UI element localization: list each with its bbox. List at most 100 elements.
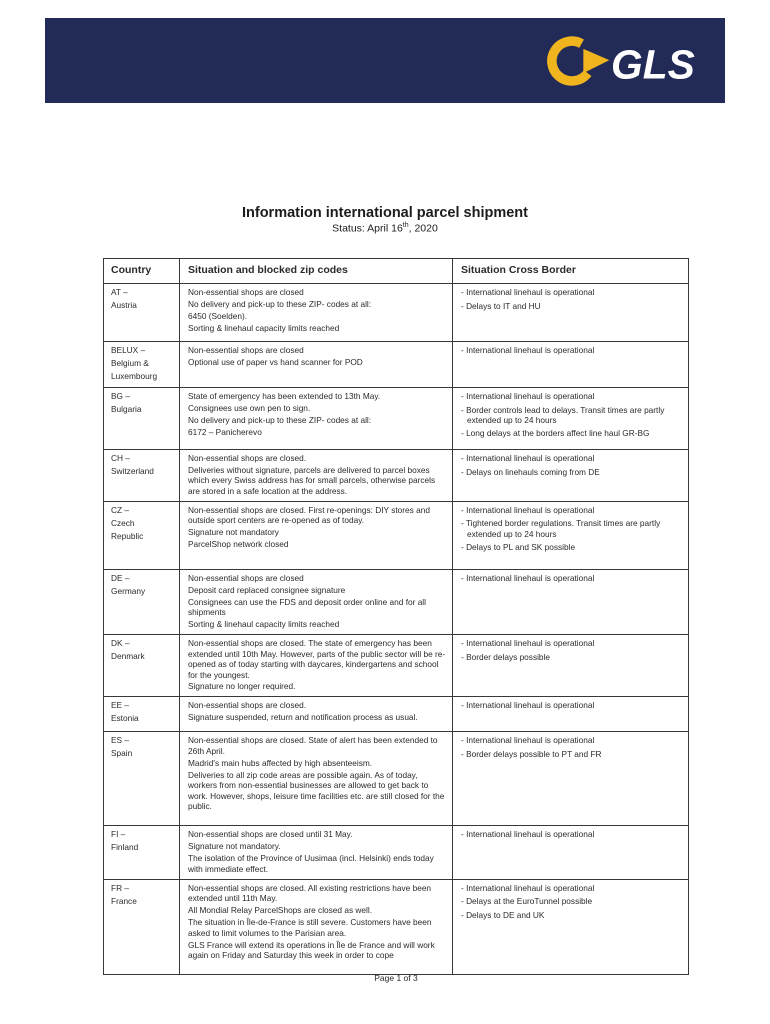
table-row: DE – Germany Non-essential shops are close… bbox=[104, 568, 688, 635]
cell-line: Madrid's main hubs affected by high abse… bbox=[188, 757, 373, 768]
cell-line: The situation in Île-de-France is still … bbox=[188, 917, 432, 938]
cell-line: Czech bbox=[111, 517, 135, 528]
cell-line: Non-essential shops are closed bbox=[188, 345, 304, 356]
table-row: AT – Austria Non-essential shops are close… bbox=[104, 283, 688, 342]
cell-line: 6172 – Panicherevo bbox=[188, 426, 262, 437]
cell-line: - Border controls lead to delays. Transi… bbox=[461, 404, 665, 425]
cell-line: BELUX – bbox=[111, 345, 146, 356]
cell-line: - Border delays possible bbox=[461, 651, 551, 662]
page-title: Information international parcel shipmen… bbox=[241, 205, 528, 221]
cell-line: Republic bbox=[111, 530, 144, 541]
cell-line: 6450 (Soelden). bbox=[188, 311, 248, 322]
cell-line: DK – bbox=[111, 638, 130, 649]
status-line: Status: April 16th, 2020 bbox=[0, 222, 770, 235]
cell-line: BG – bbox=[111, 391, 130, 402]
cell-line: Consignees can use the FDS and deposit o… bbox=[188, 596, 426, 618]
cross-border-cell: - International linehaul is operational bbox=[453, 826, 688, 878]
cell-line: - Delays to DE and UK bbox=[461, 909, 545, 920]
cell-line: Finland bbox=[111, 842, 139, 853]
table-row: EE – Estonia Non-essential shops are close… bbox=[104, 696, 688, 732]
cell-line: CH – bbox=[111, 453, 130, 464]
cross-border-cell: - International linehaul is operational -… bbox=[453, 635, 688, 696]
cross-border-cell: - International linehaul is operational bbox=[453, 697, 688, 731]
country-cell: EE – Estonia bbox=[104, 697, 179, 731]
situation-cell: Non-essential shops are closed No deliver… bbox=[179, 284, 453, 342]
gls-logo: GLS bbox=[540, 35, 705, 87]
status-superscript: th bbox=[402, 222, 409, 229]
cross-border-cell: - International linehaul is operational bbox=[453, 570, 688, 634]
cell-line: Non-essential shops are closed. bbox=[188, 453, 307, 464]
table-row: DK – Denmark Non-essential shops are close… bbox=[104, 634, 688, 697]
cell-line: Deposit card replaced consignee signatur… bbox=[188, 584, 346, 595]
cell-line: Non-essential shops are closed until 31 … bbox=[188, 829, 353, 840]
cell-line: - International linehaul is operational bbox=[461, 882, 595, 893]
cell-line: Non-essential shops are closed. bbox=[188, 700, 307, 711]
cell-line: State of emergency has been extended to … bbox=[188, 391, 381, 402]
cell-line: Austria bbox=[111, 300, 137, 311]
cell-line: ES – bbox=[111, 735, 129, 746]
cell-line: - Long delays at the borders affect line… bbox=[461, 428, 650, 439]
cell-line: No delivery and pick-up to these ZIP- co… bbox=[188, 414, 372, 425]
cell-line: Signature no longer required. bbox=[188, 681, 296, 692]
country-cell: CZ – Czech Republic bbox=[104, 502, 179, 569]
cell-line: - International linehaul is operational bbox=[461, 572, 595, 583]
cell-line: Non-essential shops are closed. All exis… bbox=[188, 882, 432, 904]
cell-line: Sorting & linehaul capacity limits reach… bbox=[188, 619, 340, 630]
table-row: CH – Switzerland Non-essential shops are c… bbox=[104, 449, 688, 501]
cell-line: Signature not mandatory bbox=[188, 527, 279, 538]
column-header-cross-border: Situation Cross Border bbox=[461, 264, 576, 276]
cell-line: Spain bbox=[111, 748, 133, 759]
cell-line: Signature not mandatory. bbox=[188, 841, 281, 852]
status-text: Status: April 16 bbox=[332, 222, 403, 235]
cell-line: - Delays to IT and HU bbox=[461, 300, 541, 311]
cell-line: Consignees use own pen to sign. bbox=[188, 403, 311, 414]
cell-line: Germany bbox=[111, 585, 146, 596]
status-year: , 2020 bbox=[408, 222, 438, 235]
situation-cell: Non-essential shops are closed. All exis… bbox=[179, 879, 453, 974]
cell-line: - International linehaul is operational bbox=[461, 287, 595, 298]
cell-line: Non-essential shops are closed. The stat… bbox=[188, 638, 446, 680]
cell-line: ParcelShop network closed bbox=[188, 539, 289, 550]
situation-cell: Non-essential shops are closed. The stat… bbox=[179, 635, 453, 697]
cross-border-cell: - International linehaul is operational -… bbox=[453, 388, 688, 449]
country-cell: FI – Finland bbox=[104, 826, 179, 878]
table-row: FI – Finland Non-essential shops are close… bbox=[104, 825, 688, 879]
situation-cell: Non-essential shops are closed Deposit ca… bbox=[179, 569, 453, 635]
cell-line: - International linehaul is operational bbox=[461, 700, 595, 711]
cell-line: Non-essential shops are closed bbox=[188, 572, 304, 583]
cell-line: DE – bbox=[111, 572, 130, 583]
cell-line: - Delays to PL and SK possible bbox=[461, 542, 576, 553]
country-cell: ES – Spain bbox=[104, 732, 179, 825]
cell-line: Luxembourg bbox=[111, 371, 158, 382]
cell-line: - Delays at the EuroTunnel possible bbox=[461, 896, 593, 907]
column-header-situation: Situation and blocked zip codes bbox=[179, 259, 453, 284]
situation-cell: Non-essential shops are closed until 31 … bbox=[179, 826, 453, 879]
cell-line: - International linehaul is operational bbox=[461, 735, 595, 746]
cell-line: EE – bbox=[111, 700, 129, 711]
cell-line: Non-essential shops are closed bbox=[188, 287, 304, 298]
cell-line: - Border delays possible to PT and FR bbox=[461, 748, 602, 759]
cell-line: Sorting & linehaul capacity limits reach… bbox=[188, 323, 340, 334]
cross-border-cell: - International linehaul is operational -… bbox=[453, 732, 688, 825]
cell-line: No delivery and pick-up to these ZIP- co… bbox=[188, 299, 372, 310]
cell-line: Signature suspended, return and notifica… bbox=[188, 712, 418, 723]
table-body: AT – Austria Non-essential shops are close… bbox=[104, 283, 688, 974]
cell-line: Denmark bbox=[111, 651, 145, 662]
cell-line: - International linehaul is operational bbox=[461, 638, 595, 649]
situation-cell: Non-essential shops are closed Optional u… bbox=[179, 342, 453, 388]
cell-line: Estonia bbox=[111, 713, 139, 724]
table-row: CZ – Czech Republic Non-essential shops are… bbox=[104, 500, 688, 569]
cell-line: CZ – bbox=[111, 504, 129, 515]
situation-cell: Non-essential shops are closed. Signature… bbox=[179, 697, 453, 732]
cross-border-cell: - International linehaul is operational -… bbox=[453, 502, 688, 569]
cell-line: All Mondial Relay ParcelShops are closed… bbox=[188, 905, 373, 916]
table-row: FR – France Non-essential shops are closed… bbox=[104, 878, 688, 974]
cell-line: - International linehaul is operational bbox=[461, 345, 595, 356]
situation-cell: Non-essential shops are closed. State of… bbox=[179, 732, 453, 826]
cell-line: AT – bbox=[111, 287, 128, 298]
cell-line: FI – bbox=[111, 829, 126, 840]
country-cell: CH – Switzerland bbox=[104, 450, 179, 501]
table-row: BELUX – Belgium & Luxembourg Non-essential … bbox=[104, 341, 688, 388]
country-cell: BELUX – Belgium & Luxembourg bbox=[104, 342, 179, 387]
